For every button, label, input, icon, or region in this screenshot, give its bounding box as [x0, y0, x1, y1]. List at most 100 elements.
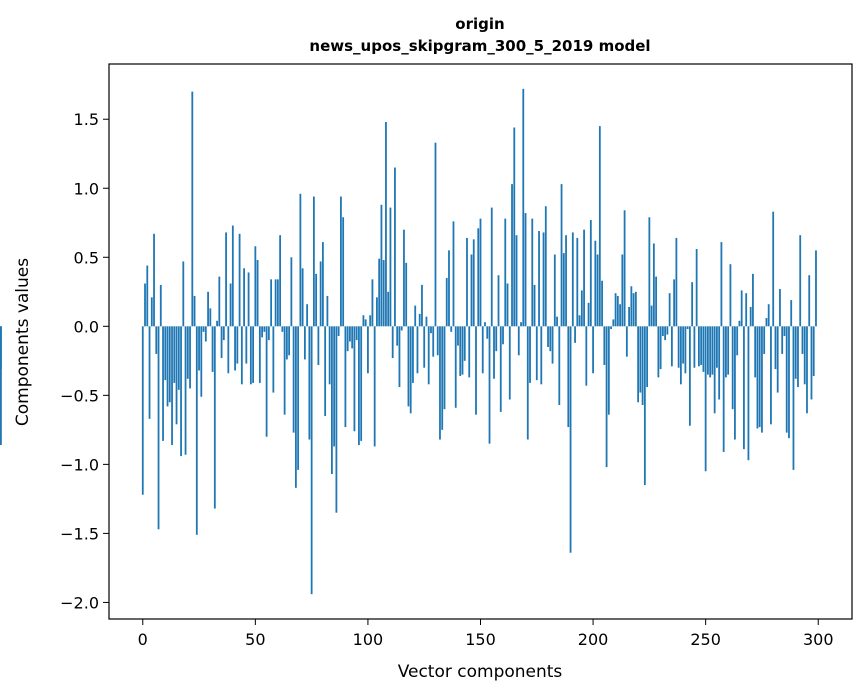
bar: [312, 196, 315, 327]
bar: [367, 326, 369, 374]
bar: [340, 196, 342, 327]
bar: [722, 326, 725, 452]
bar: [765, 318, 768, 327]
bar: [718, 326, 721, 400]
bar: [211, 326, 214, 372]
y-tick-label: 1.5: [74, 110, 99, 129]
bar: [439, 326, 441, 440]
bar: [412, 326, 414, 383]
bar: [589, 220, 592, 327]
bar: [358, 326, 360, 446]
bar: [371, 279, 374, 327]
bar: [659, 326, 662, 370]
bar: [779, 289, 781, 327]
bar: [409, 326, 412, 414]
bar: [731, 326, 734, 410]
bar: [776, 326, 779, 393]
bar: [686, 326, 689, 330]
bar: [243, 268, 245, 327]
bar: [209, 308, 212, 327]
bar: [668, 293, 671, 327]
bar: [324, 326, 327, 417]
bar: [450, 326, 453, 332]
bar: [704, 326, 707, 472]
bar: [270, 279, 273, 327]
bar: [747, 326, 750, 461]
bar: [632, 293, 635, 327]
bar: [186, 326, 189, 379]
bar: [544, 206, 547, 327]
bar: [682, 326, 685, 364]
bar: [562, 253, 565, 327]
bar: [360, 326, 363, 441]
bar: [767, 304, 770, 327]
bar: [700, 326, 703, 365]
bar: [508, 326, 511, 400]
bar: [707, 326, 709, 375]
bar: [344, 326, 347, 428]
bar: [216, 320, 218, 327]
bar: [200, 326, 203, 397]
bar: [290, 257, 293, 327]
bar: [542, 232, 545, 327]
bar: [425, 316, 428, 327]
y-tick-label: −1.0: [60, 455, 99, 474]
bar: [738, 320, 741, 327]
bar: [475, 326, 477, 415]
bar: [252, 326, 254, 383]
bar: [727, 326, 730, 375]
bar: [301, 268, 304, 327]
bar: [637, 326, 640, 403]
bar: [218, 276, 221, 327]
y-axis-label: Components values: [13, 258, 33, 426]
bar: [578, 315, 581, 327]
x-axis-label: Vector components: [398, 662, 563, 682]
bar: [754, 326, 757, 378]
bar: [655, 276, 658, 327]
bar: [245, 326, 248, 364]
bar: [405, 262, 408, 327]
bar: [711, 326, 714, 375]
bar: [734, 326, 736, 440]
bar: [511, 184, 513, 327]
x-tick-label: 300: [803, 630, 834, 649]
bar: [144, 283, 146, 327]
bar: [382, 260, 385, 327]
bar: [716, 326, 718, 368]
bar: [236, 326, 239, 364]
bar: [265, 326, 268, 437]
bar: [191, 91, 194, 327]
bar: [520, 322, 522, 327]
bar: [799, 235, 802, 327]
bar: [652, 243, 655, 327]
bars-group: [0, 88, 817, 595]
bar: [585, 326, 588, 386]
bar: [625, 326, 628, 357]
bar: [797, 326, 799, 388]
bar: [488, 326, 491, 444]
bar: [720, 242, 723, 327]
bar: [580, 290, 583, 327]
bar: [254, 246, 257, 327]
bar: [443, 326, 446, 410]
bar: [193, 295, 196, 327]
bar: [436, 326, 439, 356]
bar: [623, 210, 626, 327]
bar: [387, 291, 390, 327]
bar: [466, 237, 468, 327]
bar: [725, 326, 727, 378]
bar: [0, 326, 2, 446]
bar: [619, 304, 621, 327]
bar: [148, 326, 151, 419]
bar: [328, 326, 331, 385]
bar: [207, 291, 209, 327]
bar: [774, 326, 777, 370]
bar: [556, 316, 558, 327]
bar: [303, 326, 306, 360]
x-tick-label: 100: [353, 630, 384, 649]
bar: [499, 326, 502, 412]
bar: [808, 275, 811, 327]
bar: [815, 250, 817, 327]
bar: [792, 326, 795, 470]
bar: [294, 326, 297, 488]
